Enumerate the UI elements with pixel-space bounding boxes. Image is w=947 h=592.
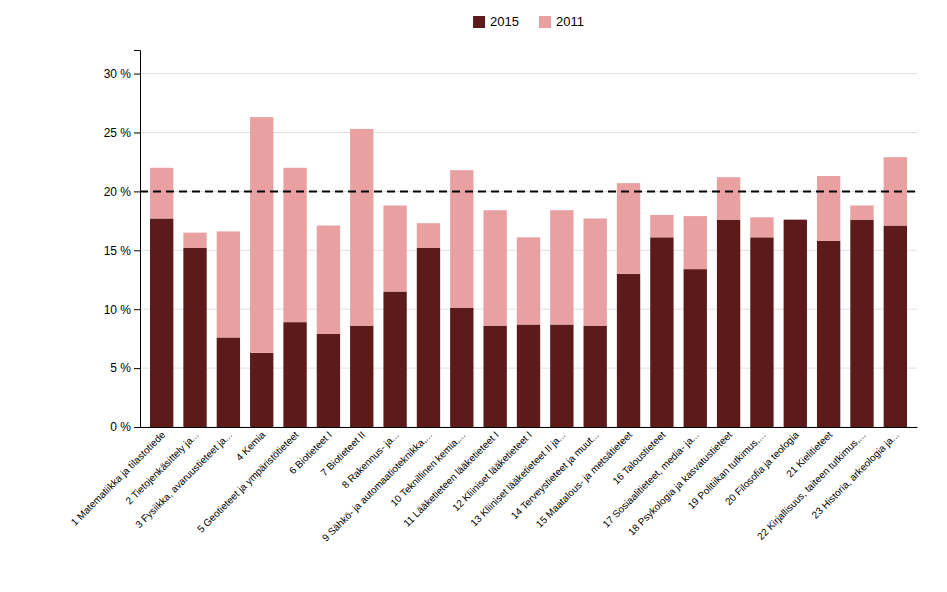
tick: 0 %: [110, 420, 140, 434]
bar: [850, 220, 873, 427]
bar: [617, 274, 640, 427]
tick-mark: [134, 74, 140, 75]
bar: [417, 223, 440, 248]
bar: [584, 326, 607, 427]
tick: 10 %: [104, 303, 140, 317]
bar: [417, 248, 440, 427]
plot: 0 % 5 % 10 % 15 % 20 % 25 % 30 % 1 Matematiikka…: [69, 51, 918, 544]
x-axis: 1 Matematiikka ja tilastotiede2 Tietojen…: [69, 427, 918, 543]
bar: [850, 206, 873, 220]
bar: [817, 176, 840, 241]
bar: [650, 215, 673, 237]
grid-line: [140, 73, 917, 74]
tick-mark: [134, 368, 140, 369]
tick-mark: [134, 132, 140, 133]
tick-label: 5 Geotieteet ja ympäristötieteet: [195, 429, 301, 535]
bar: [584, 218, 607, 325]
bar: [350, 129, 373, 326]
bar: [550, 210, 573, 324]
bar: [383, 292, 406, 427]
bar: [784, 219, 807, 220]
tick: 5 %: [110, 361, 140, 375]
tick-label: 25 %: [104, 126, 132, 140]
legend-swatch: [473, 16, 485, 28]
legend-swatch: [539, 16, 551, 28]
tick-label: 8 Rakennus- ja...: [340, 429, 401, 490]
grid: [140, 74, 917, 427]
tick: 23 Historia, arkeologia ja...: [809, 427, 901, 521]
bar: [317, 226, 340, 334]
bar: [283, 322, 306, 427]
bar: [784, 220, 807, 427]
axis-line: [134, 51, 141, 428]
tick-label: 20 %: [104, 185, 132, 199]
bar: [684, 216, 707, 269]
tick: 20 %: [104, 185, 140, 199]
tick: 25 %: [104, 126, 140, 140]
bar: [817, 241, 840, 427]
tick: 15 %: [104, 244, 140, 258]
legend: 2015 2011: [473, 14, 584, 29]
tick-label: 5 %: [110, 361, 131, 375]
tick-label: 10 %: [104, 303, 132, 317]
series: [150, 117, 907, 353]
legend-item: 2015: [473, 14, 519, 29]
bar: [383, 206, 406, 292]
bar: [317, 334, 340, 427]
bar: [150, 168, 173, 219]
axis-line: [141, 427, 918, 428]
bar: [217, 231, 240, 337]
bar: [717, 177, 740, 219]
bar: [550, 325, 573, 427]
legend-label: 2015: [490, 14, 519, 29]
bar: [617, 183, 640, 274]
tick: 30 %: [104, 67, 140, 81]
bar: [250, 353, 273, 427]
tick-mark: [134, 427, 140, 428]
bar: [450, 308, 473, 427]
bar: [650, 237, 673, 427]
tick-label: 15 %: [104, 244, 132, 258]
tick: 5 Geotieteet ja ympäristötieteet: [195, 427, 301, 535]
bar: [150, 218, 173, 427]
chart: 0 % 5 % 10 % 15 % 20 % 25 % 30 % 1 Matematiikka…: [0, 0, 947, 592]
bar: [483, 210, 506, 325]
bar: [750, 237, 773, 427]
tick-label: 30 %: [104, 67, 132, 81]
tick-mark: [134, 250, 140, 251]
tick-label: 0 %: [110, 420, 131, 434]
tick: 8 Rakennus- ja...: [340, 427, 401, 490]
bar: [183, 233, 206, 248]
bar: [350, 326, 373, 427]
bar: [684, 269, 707, 427]
legend-label: 2011: [556, 14, 584, 29]
bar: [884, 226, 907, 427]
tick-mark: [134, 309, 140, 310]
legend-item: 2011: [539, 14, 584, 29]
bars: [140, 117, 917, 427]
bar: [717, 220, 740, 427]
bar: [217, 337, 240, 427]
reference-line: [140, 190, 917, 192]
bar: [250, 117, 273, 353]
y-axis: 0 % 5 % 10 % 15 % 20 % 25 % 30 %: [104, 51, 141, 435]
tick-label: 4 Kemia: [234, 429, 268, 463]
bar: [483, 326, 506, 427]
bar: [517, 237, 540, 324]
bar: [517, 325, 540, 427]
tick-label: 23 Historia, arkeologia ja...: [809, 429, 901, 521]
tick-mark: [134, 191, 140, 192]
bar: [183, 248, 206, 427]
bar: [750, 217, 773, 237]
tick: 4 Kemia: [234, 427, 268, 463]
